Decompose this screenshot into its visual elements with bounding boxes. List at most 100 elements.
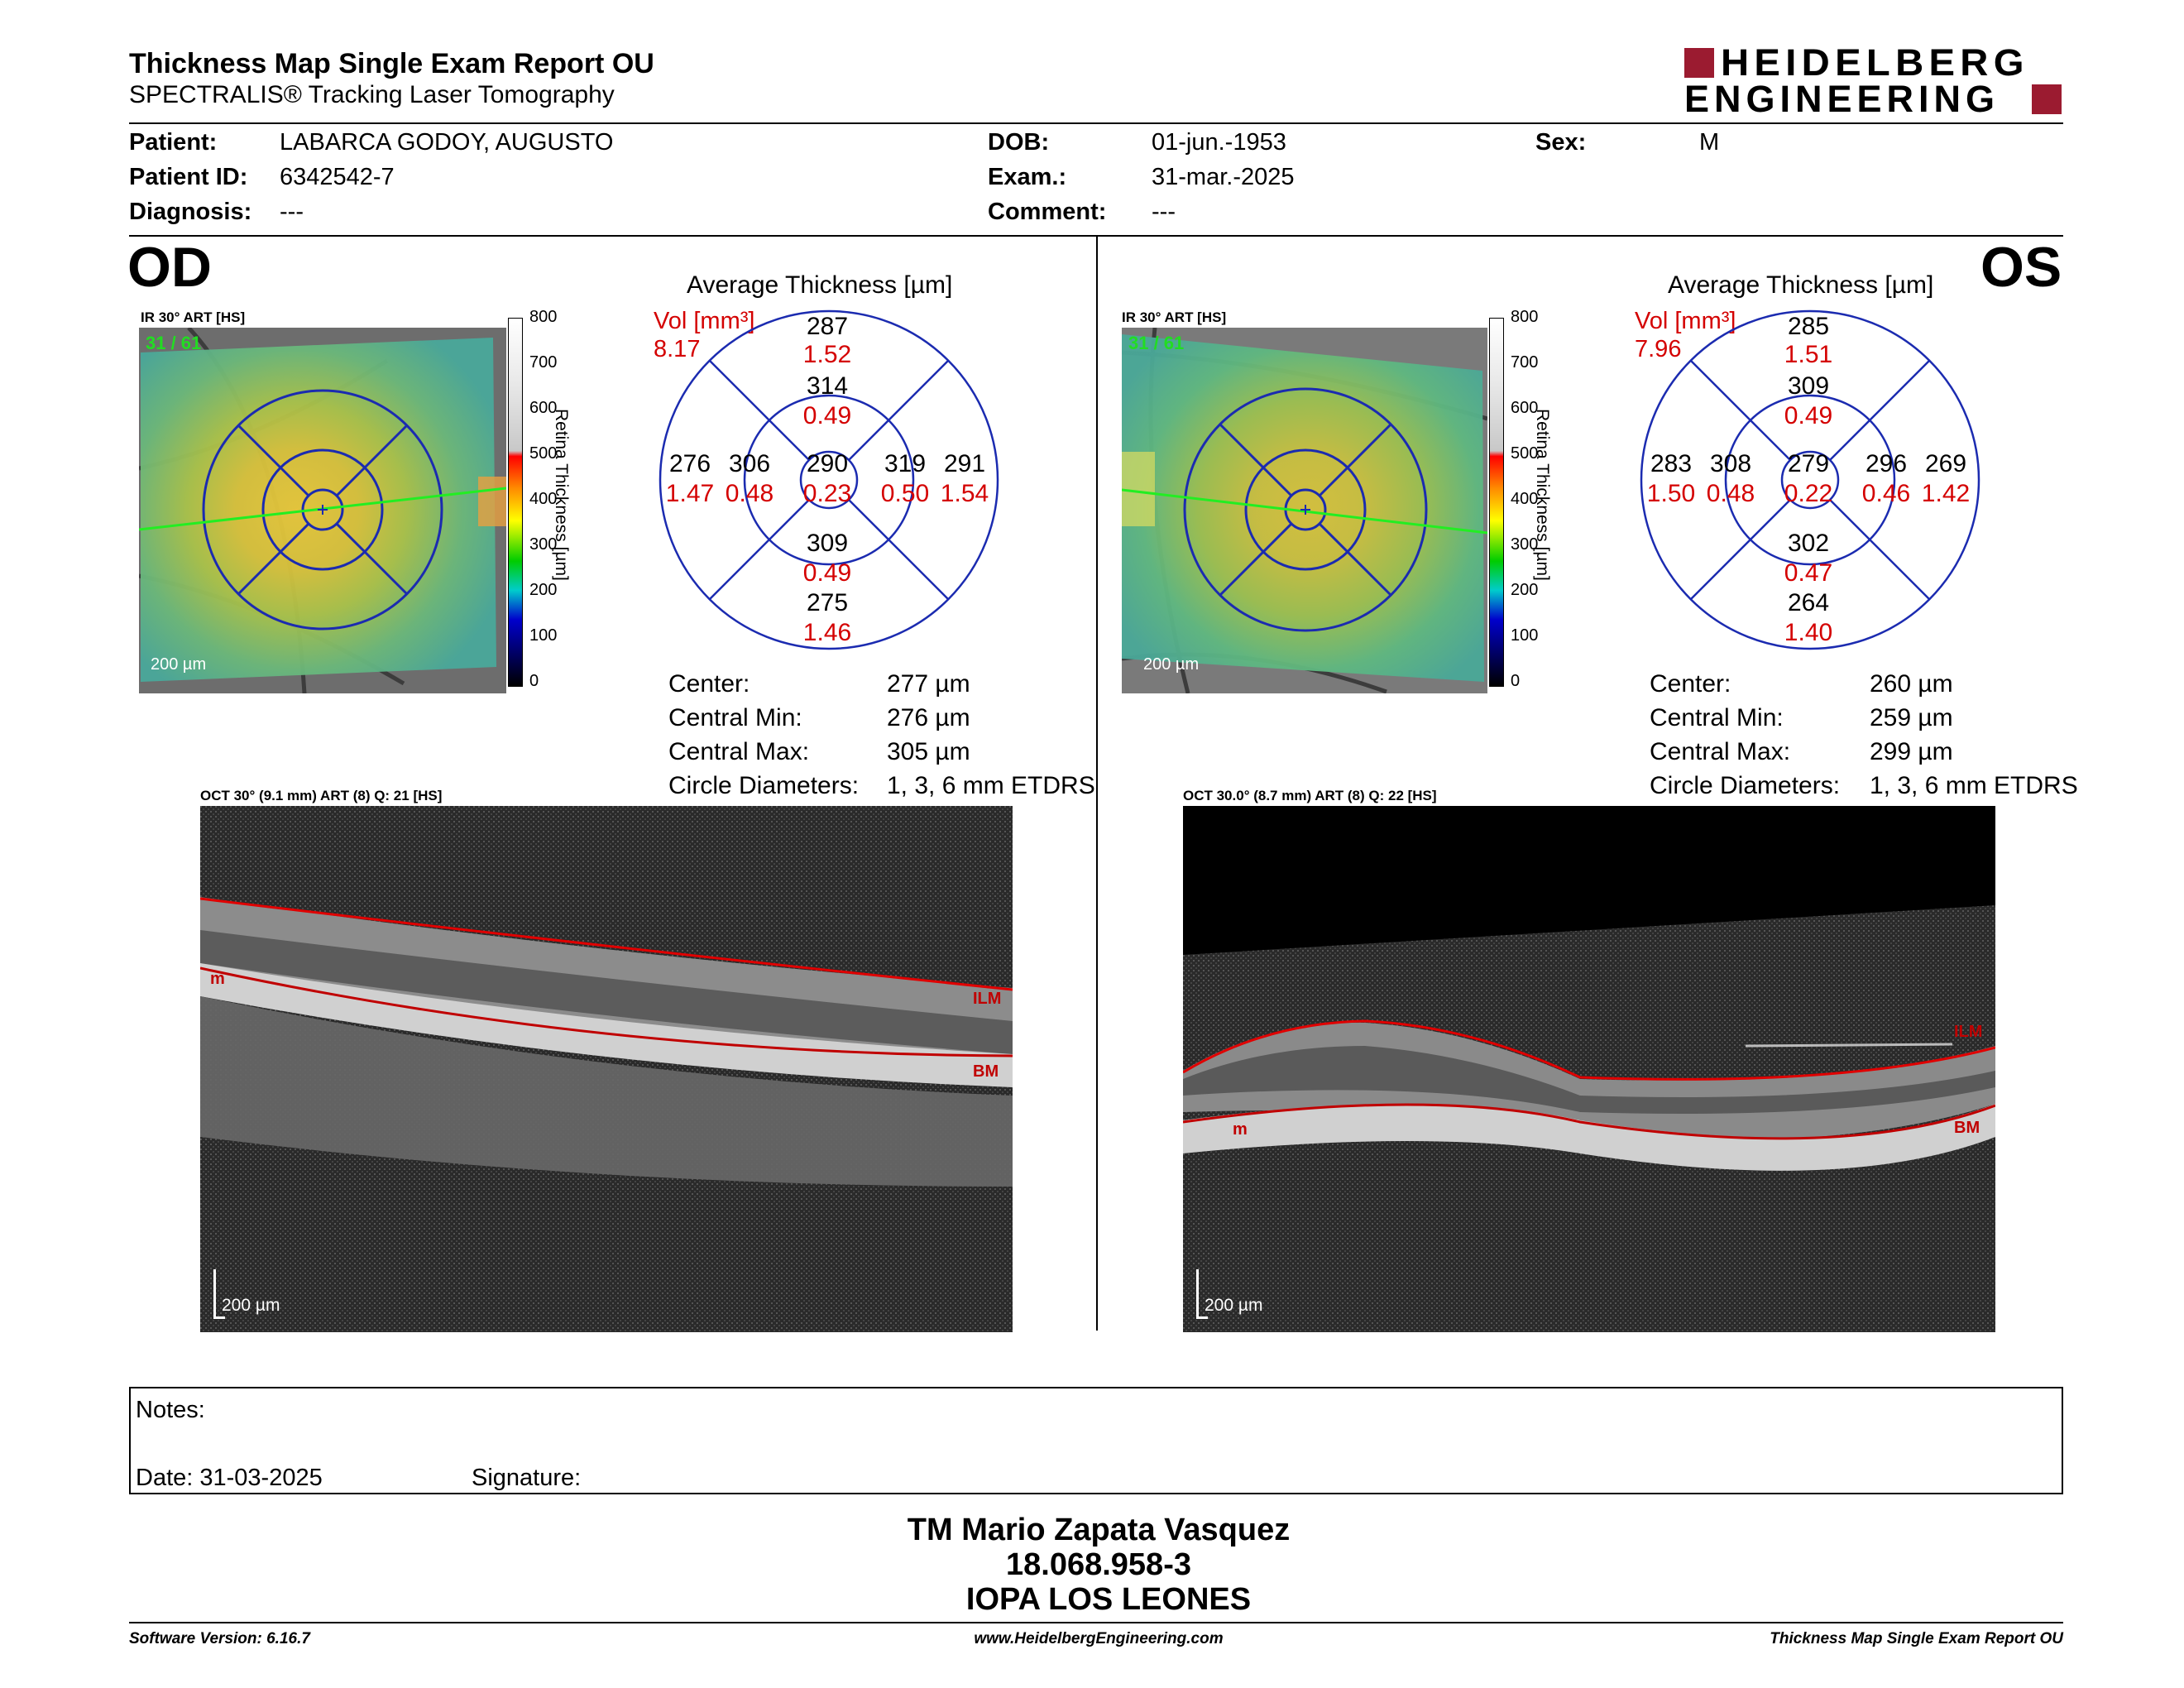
os-vol-total: 7.96 [1635, 336, 1682, 362]
os-max-value: 299 µm [1870, 738, 1953, 765]
od-top-outer-vol: 1.52 [802, 341, 852, 368]
od-cb-tick-200: 200 [529, 581, 558, 599]
footer-report-name: Thickness Map Single Exam Report OU [1770, 1630, 2063, 1647]
os-oct-scale: 200 µm [1205, 1296, 1263, 1315]
os-center-label: Center: [1650, 670, 1731, 698]
os-colorbar: 800 700 600 500 400 300 200 100 0 Retina… [1489, 308, 1580, 698]
os-center: 279 [1787, 450, 1830, 477]
od-left-outer-vol: 1.47 [665, 480, 715, 507]
od-bottom-inner-vol: 0.49 [802, 559, 852, 587]
exam-value: 31-mar.-2025 [1152, 164, 1295, 190]
od-center-label: Center: [668, 670, 750, 698]
logo-text-bottom: ENGINEERING [1684, 78, 2000, 120]
os-top-inner: 309 [1787, 372, 1830, 400]
od-vol-label: Vol [mm³] [654, 308, 755, 334]
od-oct-bm-label: BM [973, 1062, 999, 1081]
od-bottom-outer: 275 [806, 589, 849, 616]
os-ir-counter: 31 / 61 [1128, 333, 1185, 353]
os-bottom-outer: 264 [1787, 589, 1830, 616]
od-oct-ilm-label: ILM [973, 990, 1002, 1008]
report-title: Thickness Map Single Exam Report OU [129, 48, 654, 79]
od-cb-tick-400: 400 [529, 490, 558, 508]
od-colorbar-label: Retina Thickness [µm] [552, 409, 571, 581]
os-left-outer-vol: 1.50 [1646, 480, 1696, 507]
logo-text-top: HEIDELBERG [1721, 41, 2029, 84]
os-cb-tick-400: 400 [1511, 490, 1539, 508]
os-colorbar-gradient [1489, 318, 1504, 687]
od-diam-label: Circle Diameters: [668, 772, 860, 799]
footer-website[interactable]: www.HeidelbergEngineering.com [974, 1630, 1224, 1647]
od-cb-tick-700: 700 [529, 353, 558, 372]
os-oct-title: OCT 30.0° (8.7 mm) ART (8) Q: 22 [HS] [1183, 788, 1437, 803]
os-oct-bscan-image [1183, 806, 1995, 1332]
os-right-outer: 269 [1924, 450, 1967, 477]
od-top-inner: 314 [806, 372, 849, 400]
od-oct-scalebar [213, 1269, 216, 1319]
od-center: 290 [806, 450, 849, 477]
od-cb-tick-800: 800 [529, 308, 558, 326]
os-cb-tick-200: 200 [1511, 581, 1539, 599]
od-ir-scale: 200 µm [151, 655, 207, 674]
footer-software: Software Version: 6.16.7 [129, 1630, 310, 1647]
os-etdrs-grid [1640, 309, 1980, 650]
os-oct-scalebar-foot [1196, 1316, 1208, 1319]
od-center-value: 277 µm [887, 670, 970, 698]
notes-date: Date: 31-03-2025 [136, 1465, 323, 1491]
comment-value: --- [1152, 199, 1176, 225]
sex-value: M [1699, 129, 1720, 156]
os-oct-ilm-label: ILM [1954, 1023, 1983, 1041]
os-cb-tick-300: 300 [1511, 535, 1539, 554]
od-min-value: 276 µm [887, 704, 970, 731]
od-bottom-inner: 309 [806, 530, 849, 557]
info-divider [129, 235, 2063, 237]
exam-label: Exam.: [988, 164, 1067, 190]
os-vol-label: Vol [mm³] [1635, 308, 1736, 334]
os-right-inner-vol: 0.46 [1861, 480, 1911, 507]
od-left-inner: 306 [728, 450, 771, 477]
diagnosis-value: --- [280, 199, 304, 225]
od-cb-tick-100: 100 [529, 626, 558, 645]
sex-label: Sex: [1535, 129, 1587, 156]
os-cb-tick-100: 100 [1511, 626, 1539, 645]
os-left-outer: 283 [1650, 450, 1693, 477]
od-oct-scale: 200 µm [222, 1296, 280, 1315]
os-top-outer: 285 [1787, 313, 1830, 340]
od-max-label: Central Max: [668, 738, 810, 765]
os-oct-m-label: m [1233, 1120, 1248, 1139]
notes-label: Notes: [136, 1397, 205, 1423]
od-center-vol: 0.23 [802, 480, 852, 507]
os-left-inner: 308 [1709, 450, 1752, 477]
od-colorbar-gradient [508, 318, 523, 687]
os-center-vol: 0.22 [1784, 480, 1833, 507]
header-divider [129, 122, 2063, 124]
os-min-label: Central Min: [1650, 704, 1784, 731]
od-colorbar: 800 700 600 500 400 300 200 100 0 Retina… [508, 308, 599, 698]
center-divider [1096, 237, 1098, 1331]
notes-box[interactable]: Notes: Date: 31-03-2025 Signature: [129, 1387, 2063, 1494]
od-oct-bscan-image [200, 806, 1013, 1332]
os-ir-title: IR 30° ART [HS] [1122, 309, 1227, 325]
od-max-value: 305 µm [887, 738, 970, 765]
signer-institution: IOPA LOS LEONES [965, 1582, 1252, 1617]
os-bottom-inner: 302 [1787, 530, 1830, 557]
os-oct-bm-label: BM [1954, 1119, 1980, 1137]
od-top-inner-vol: 0.49 [802, 402, 852, 429]
os-bottom-inner-vol: 0.47 [1784, 559, 1833, 587]
notes-signature-label: Signature: [472, 1465, 582, 1491]
os-cb-tick-800: 800 [1511, 308, 1539, 326]
od-cb-tick-300: 300 [529, 535, 558, 554]
logo-square-top [1684, 48, 1714, 78]
od-avg-title: Average Thickness [µm] [687, 271, 953, 299]
dob-value: 01-jun.-1953 [1152, 129, 1286, 156]
od-ir-title: IR 30° ART [HS] [141, 309, 246, 325]
os-eye-label: OS [1980, 236, 2062, 299]
od-top-outer: 287 [806, 313, 849, 340]
os-thickness-map-image [1122, 328, 1487, 693]
od-right-inner-vol: 0.50 [880, 480, 930, 507]
od-etdrs-grid [659, 309, 999, 650]
os-cb-tick-500: 500 [1511, 444, 1539, 463]
os-oct-scalebar [1196, 1269, 1199, 1319]
od-right-inner: 319 [884, 450, 927, 477]
patient-id-label: Patient ID: [129, 164, 248, 190]
od-cb-tick-0: 0 [529, 672, 539, 690]
